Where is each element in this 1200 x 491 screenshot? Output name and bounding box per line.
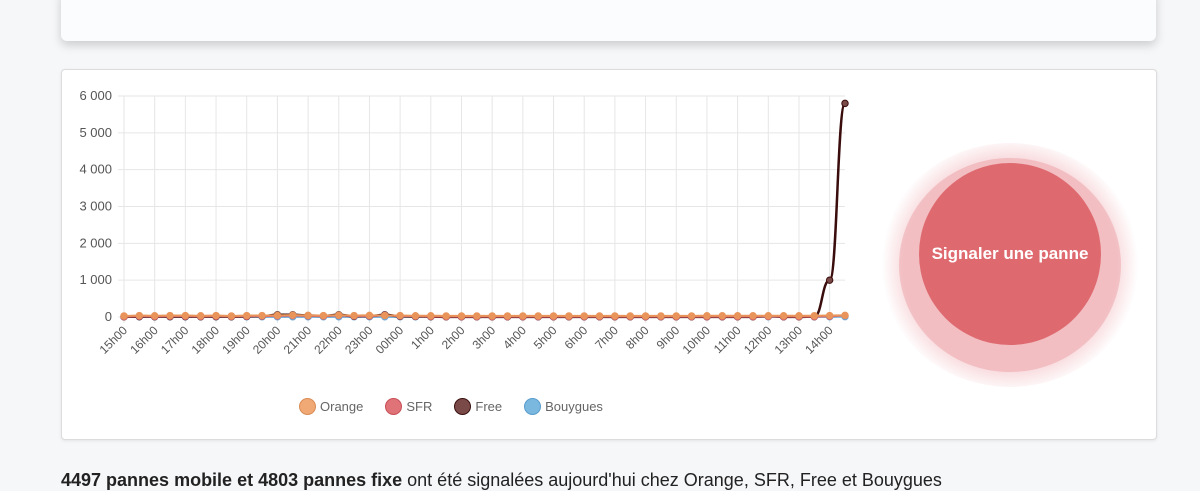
svg-text:3 000: 3 000 [79, 199, 112, 214]
chart-legend: Orange SFR Free Bouygues [299, 398, 603, 415]
svg-text:13h00: 13h00 [772, 323, 806, 357]
legend-swatch-icon [299, 398, 316, 415]
svg-text:14h00: 14h00 [802, 323, 836, 357]
svg-text:19h00: 19h00 [219, 323, 253, 357]
svg-text:1h00: 1h00 [408, 323, 437, 352]
svg-text:5h00: 5h00 [531, 323, 560, 352]
summary-counts: 4497 pannes mobile et 4803 pannes fixe [61, 470, 403, 490]
svg-text:00h00: 00h00 [373, 323, 407, 357]
legend-label: Orange [320, 399, 364, 414]
legend-swatch-icon [385, 398, 403, 415]
svg-text:20h00: 20h00 [250, 323, 284, 357]
svg-text:4 000: 4 000 [79, 162, 112, 177]
legend-label: SFR [406, 399, 433, 414]
svg-text:11h00: 11h00 [711, 323, 744, 356]
svg-text:2h00: 2h00 [439, 323, 468, 352]
legend-item-free[interactable]: Free [454, 398, 502, 415]
legend-item-orange[interactable]: Orange [299, 398, 363, 415]
svg-text:15h00: 15h00 [97, 323, 131, 357]
svg-text:8h00: 8h00 [623, 323, 652, 352]
report-outage-button[interactable]: Signaler une panne [919, 163, 1101, 345]
top-card [61, 0, 1156, 41]
svg-text:22h00: 22h00 [311, 323, 345, 357]
svg-text:0: 0 [105, 309, 112, 324]
svg-text:10h00: 10h00 [680, 323, 714, 357]
svg-text:12h00: 12h00 [741, 323, 775, 357]
svg-text:7h00: 7h00 [592, 323, 621, 352]
report-button-wrap: Signaler une panne [880, 143, 1140, 387]
svg-text:5 000: 5 000 [79, 125, 112, 140]
svg-text:18h00: 18h00 [189, 323, 223, 357]
svg-text:21h00: 21h00 [281, 323, 315, 357]
legend-item-sfr[interactable]: SFR [385, 398, 432, 415]
outage-summary: 4497 pannes mobile et 4803 pannes fixe o… [61, 470, 942, 491]
legend-swatch-icon [454, 398, 472, 415]
svg-text:17h00: 17h00 [158, 323, 192, 357]
legend-swatch-icon [524, 398, 542, 415]
svg-text:2 000: 2 000 [79, 235, 112, 250]
svg-text:9h00: 9h00 [654, 323, 683, 352]
chart-card: 0 1 000 2 000 3 000 4 000 5 000 6 000 15h00 16h0… [61, 69, 1157, 440]
legend-item-bouygues[interactable]: Bouygues [524, 398, 603, 415]
legend-label: Bouygues [545, 399, 603, 414]
svg-text:3h00: 3h00 [470, 323, 499, 352]
summary-text: ont été signalées aujourd'hui chez Orang… [402, 470, 942, 490]
svg-text:16h00: 16h00 [127, 323, 161, 357]
svg-text:1 000: 1 000 [79, 272, 112, 287]
svg-text:6h00: 6h00 [562, 323, 591, 352]
svg-text:23h00: 23h00 [342, 323, 376, 357]
svg-text:6 000: 6 000 [79, 88, 112, 103]
svg-text:4h00: 4h00 [500, 323, 529, 352]
outage-line-chart: 0 1 000 2 000 3 000 4 000 5 000 6 000 15h0016h0… [79, 88, 849, 357]
legend-label: Free [475, 399, 503, 414]
